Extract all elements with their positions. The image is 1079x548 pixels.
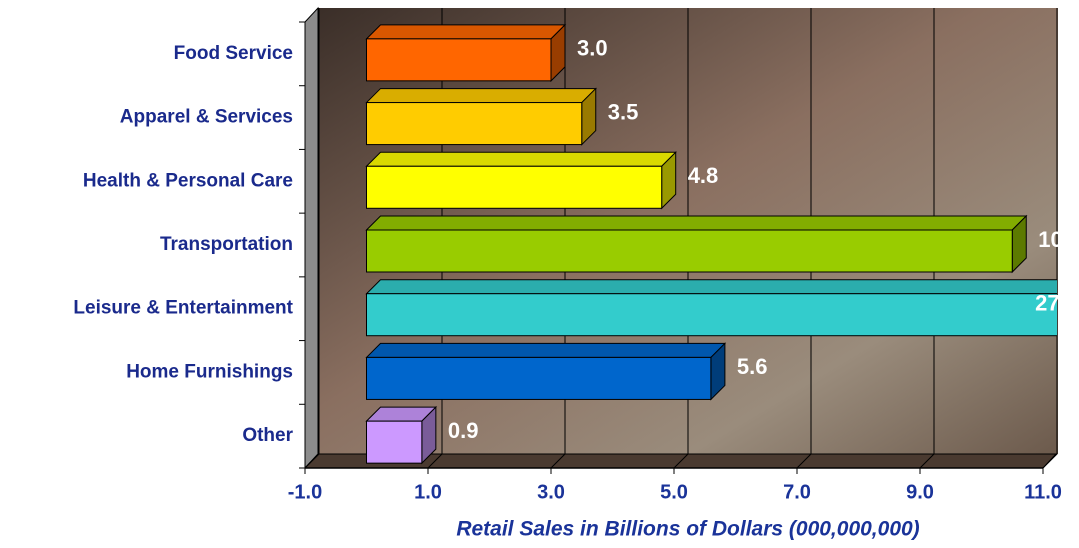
x-tick-label: 7.0 xyxy=(783,481,811,503)
y-tick-label: Transportation xyxy=(160,234,293,255)
bar xyxy=(366,356,712,400)
side-wall xyxy=(304,6,319,470)
y-tick-label: Food Service xyxy=(174,43,293,64)
bar-top xyxy=(365,215,1028,231)
data-label: 10.5 xyxy=(1038,227,1079,252)
x-tick-label: 1.0 xyxy=(414,481,442,503)
bars xyxy=(365,23,1057,465)
y-tick-label: Home Furnishings xyxy=(126,361,293,382)
bar xyxy=(366,38,552,82)
x-tick-label: 11.0 xyxy=(1024,481,1062,503)
data-label: 5.6 xyxy=(737,354,768,379)
grid-line xyxy=(1042,8,1058,469)
bar xyxy=(366,420,423,464)
bar-top xyxy=(365,279,1057,295)
x-tick-label: 5.0 xyxy=(660,481,688,503)
x-tick-label: 9.0 xyxy=(906,481,934,503)
grid-line xyxy=(673,8,689,469)
bar xyxy=(366,165,663,209)
data-label: 3.0 xyxy=(577,36,608,61)
data-label: 27.9 xyxy=(1035,291,1078,316)
grid-line xyxy=(919,8,935,469)
bar xyxy=(366,229,1013,273)
bar xyxy=(366,102,583,146)
bar xyxy=(366,293,1057,337)
x-axis-label: Retail Sales in Billions of Dollars (000… xyxy=(456,518,919,541)
x-tick-label: -1.0 xyxy=(288,481,322,503)
bar-top xyxy=(365,24,567,40)
bar-top xyxy=(365,151,677,167)
data-label: 3.5 xyxy=(608,99,639,124)
bar-top xyxy=(365,342,727,358)
y-tick-label: Apparel & Services xyxy=(120,107,293,128)
y-tick-label: Leisure & Entertainment xyxy=(73,298,293,319)
data-label: 0.9 xyxy=(448,418,479,443)
data-label: 4.8 xyxy=(688,163,719,188)
grid-line xyxy=(304,8,320,469)
x-tick-label: 3.0 xyxy=(537,481,565,503)
y-tick-label: Health & Personal Care xyxy=(83,170,293,191)
y-tick-label: Other xyxy=(242,425,293,446)
bar-top xyxy=(365,88,597,104)
grid-line xyxy=(796,8,812,469)
